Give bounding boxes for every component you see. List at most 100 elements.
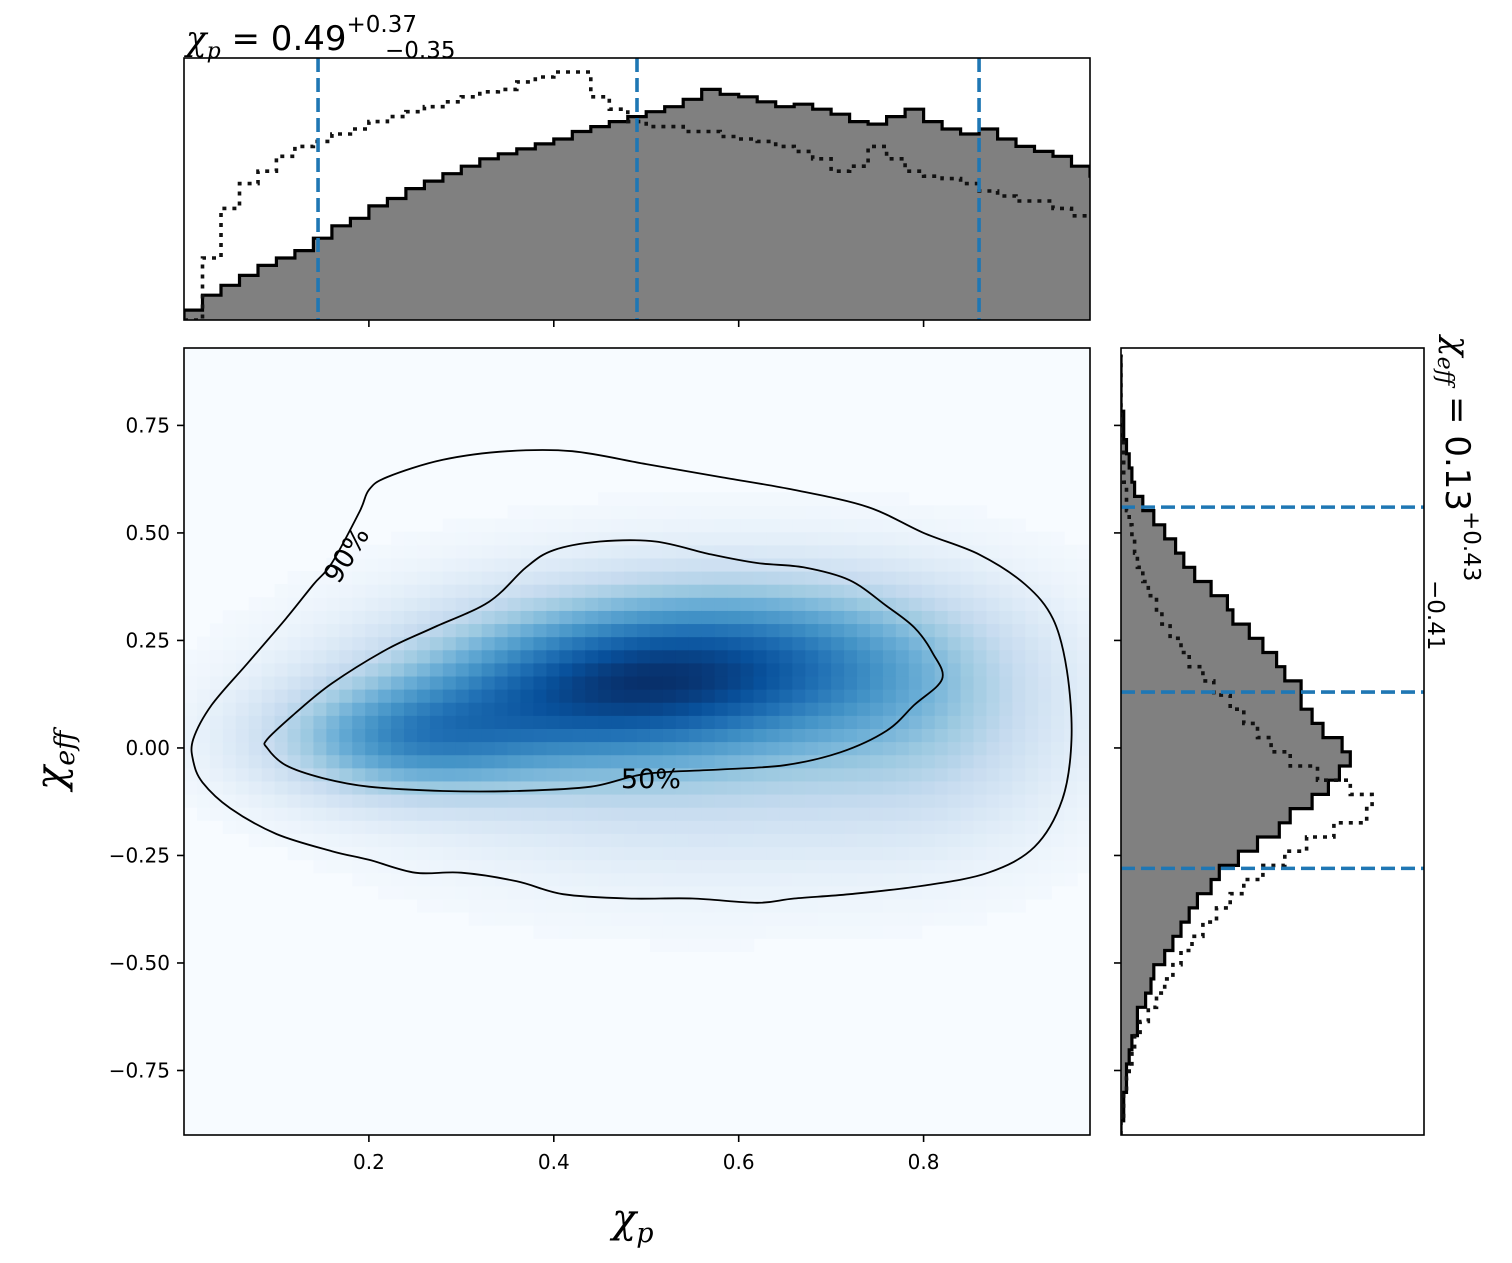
heatmap-cell (598, 636, 612, 651)
heatmap-cell (559, 820, 573, 834)
heatmap-cell (986, 531, 1000, 546)
heatmap-cell (740, 492, 755, 506)
heatmap-cell (611, 675, 625, 690)
heatmap-cell (1051, 820, 1065, 834)
heatmap-cell (404, 689, 418, 703)
heatmap-cell (1077, 557, 1090, 572)
heatmap-cell (727, 859, 742, 874)
heatmap-cell (869, 912, 884, 926)
heatmap-cell (391, 741, 405, 756)
heatmap-cell (688, 872, 703, 887)
heatmap-cell (895, 689, 910, 703)
heatmap-cell (585, 820, 599, 834)
heatmap-cell (261, 767, 276, 782)
heatmap-cell (572, 544, 586, 559)
heatmap-cell (805, 531, 819, 546)
heatmap-cell (701, 728, 716, 743)
heatmap-cell (585, 662, 599, 677)
heatmap-cell (882, 544, 897, 559)
heatmap-cell (973, 820, 988, 834)
heatmap-cell (844, 925, 858, 939)
heatmap-cell (792, 649, 806, 664)
heatmap-cell (805, 872, 819, 887)
heatmap-cell (326, 754, 340, 769)
heatmap-cell (598, 597, 612, 611)
heatmap-cell (209, 715, 224, 729)
heatmap-cell (649, 649, 664, 664)
top-quantile-lines (316, 58, 981, 320)
heatmap-cell (391, 702, 405, 716)
heatmap-cell (416, 597, 431, 611)
heatmap-cell (585, 518, 599, 533)
heatmap-cell (740, 741, 755, 756)
heatmap-cell (598, 715, 612, 729)
heatmap-cell (248, 767, 263, 782)
heatmap-cell (844, 531, 858, 546)
heatmap-cell (960, 793, 975, 808)
heatmap-cell (261, 675, 276, 690)
heatmap-cell (1051, 702, 1065, 716)
heatmap-cell (688, 492, 703, 506)
heatmap-cell (235, 636, 250, 651)
heatmap-cell (274, 728, 289, 743)
heatmap-cell (675, 872, 690, 887)
heatmap-cell (701, 662, 716, 677)
heatmap-cell (611, 807, 625, 821)
heatmap-cell (585, 833, 599, 848)
heatmap-cell (378, 702, 392, 716)
heatmap-cell (649, 872, 664, 887)
heatmap-cell (740, 885, 755, 900)
heatmap-cell (882, 584, 897, 598)
heatmap-cell (960, 623, 975, 638)
heatmap-cell (727, 597, 742, 611)
heatmap-cell (287, 623, 302, 638)
heatmap-cell (675, 833, 690, 848)
heatmap-cell (313, 623, 327, 638)
heatmap-cell (973, 570, 988, 585)
heatmap-cell (391, 675, 405, 690)
heatmap-cell (365, 610, 379, 625)
heatmap-cell (468, 702, 483, 716)
heatmap-cell (274, 702, 289, 716)
heatmap-cell (908, 675, 923, 690)
heatmap-cell (792, 820, 806, 834)
heatmap-cell (908, 820, 923, 834)
heatmap-cell (649, 636, 664, 651)
heatmap-cell (688, 544, 703, 559)
heatmap-cell (649, 807, 664, 821)
heatmap-cell (468, 872, 483, 887)
heatmap-cell (222, 780, 237, 795)
heatmap-cell (831, 636, 845, 651)
contour-label: 50% (621, 764, 681, 795)
heatmap-cell (416, 544, 431, 559)
heatmap-cell (1051, 584, 1065, 598)
heatmap-cell (869, 570, 884, 585)
heatmap-cell (416, 728, 431, 743)
heatmap-cell (688, 518, 703, 533)
heatmap-cell (1051, 557, 1065, 572)
heatmap-cell (184, 662, 198, 677)
heatmap-cell (598, 898, 612, 913)
heatmap-cell (947, 505, 962, 520)
heatmap-cell (675, 584, 690, 598)
heatmap-cell (921, 807, 936, 821)
heatmap-cell (507, 833, 522, 848)
heatmap-cell (300, 570, 315, 585)
heatmap-cell (507, 702, 522, 716)
heatmap-cell (714, 597, 729, 611)
heatmap-cell (222, 741, 237, 756)
heatmap-cell (611, 505, 625, 520)
heatmap-cell (779, 780, 793, 795)
heatmap-cell (766, 807, 780, 821)
heatmap-cell (637, 898, 651, 913)
heatmap-cell (844, 885, 858, 900)
heatmap-cell (779, 597, 793, 611)
heatmap-cell (688, 531, 703, 546)
heatmap-cell (1025, 820, 1039, 834)
heatmap-cell (429, 557, 444, 572)
heatmap-cell (507, 584, 522, 598)
heatmap-cell (973, 584, 988, 598)
heatmap-cell (1038, 715, 1052, 729)
heatmap-cell (1077, 833, 1090, 848)
heatmap-cell (287, 584, 302, 598)
